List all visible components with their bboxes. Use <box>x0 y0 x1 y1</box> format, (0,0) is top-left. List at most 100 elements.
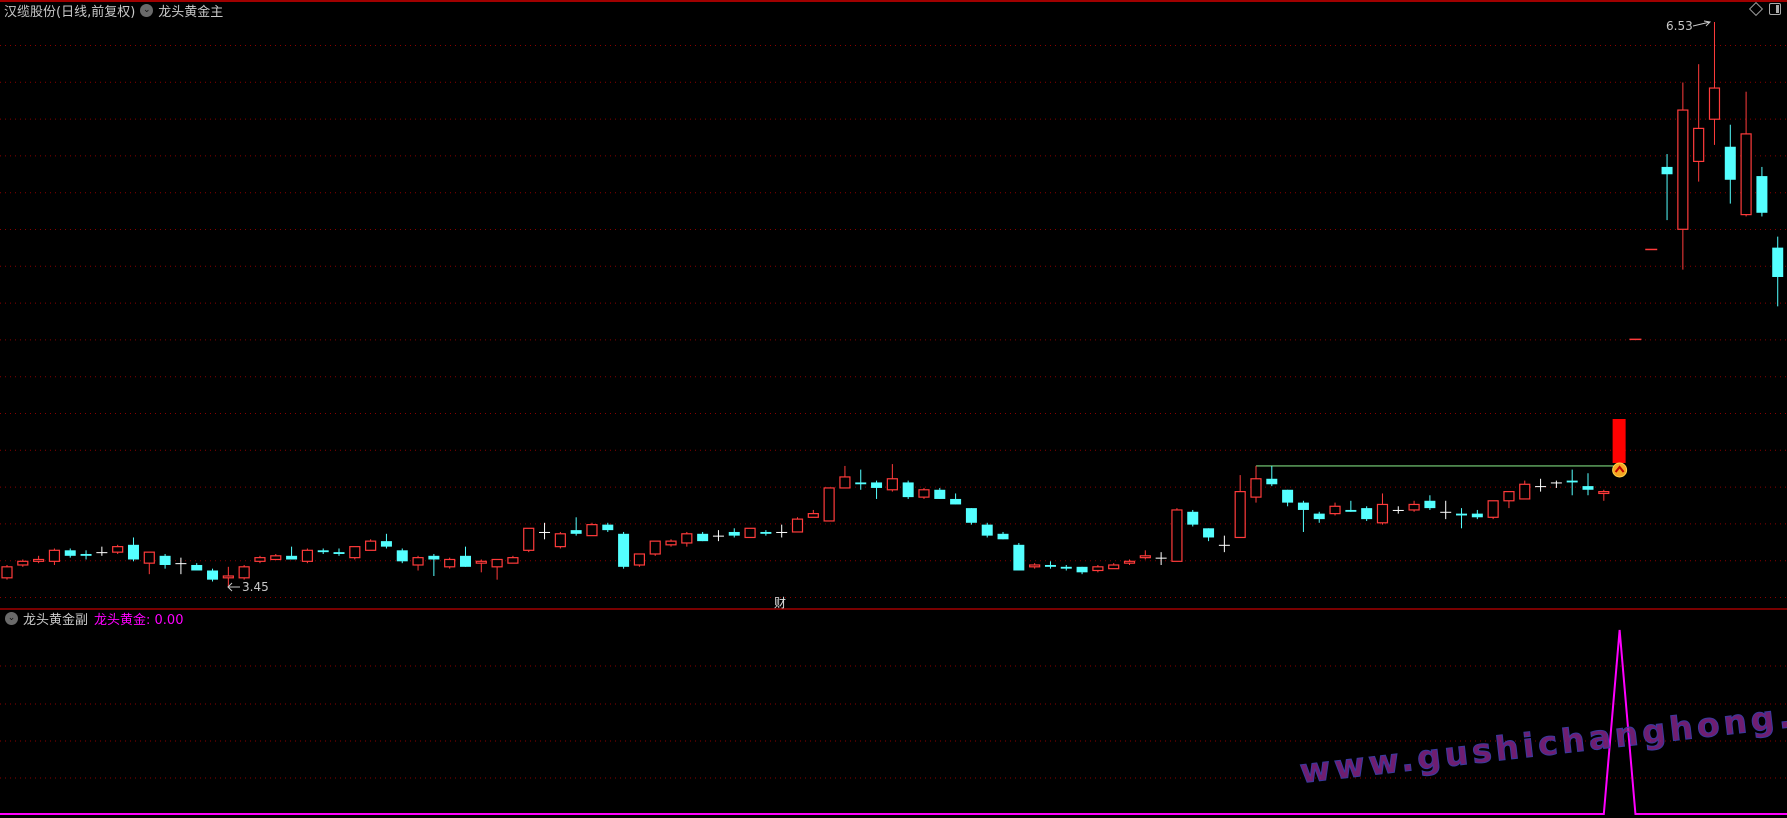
main-indicator-name[interactable]: 龙头黄金主 <box>158 4 224 20</box>
candle-body-up <box>1708 87 1721 120</box>
candle-body-down <box>855 482 867 485</box>
candle-body-up <box>918 489 930 498</box>
candle-body-up <box>1092 566 1104 572</box>
indicator-value: 龙头黄金: 0.00 <box>94 612 184 628</box>
indicator-line <box>0 629 1787 815</box>
stock-title: 汉缆股份(日线,前复权) <box>4 4 136 20</box>
chevron-down-circle-icon[interactable]: ⌄ <box>5 611 18 625</box>
candle-body-down <box>207 570 219 580</box>
panel-toggle-icon[interactable] <box>1769 3 1781 15</box>
candle-body-down <box>871 482 883 488</box>
candle-body-down <box>697 533 709 542</box>
candle-body-down <box>1772 247 1784 277</box>
candle-body-up <box>507 557 519 564</box>
candle-body-up <box>554 533 566 548</box>
candle-body-up <box>791 518 804 533</box>
candle-body-down <box>1203 528 1215 538</box>
candle-body-flat <box>96 552 108 554</box>
candle-body-down <box>428 555 440 560</box>
candle-body-up <box>649 540 661 555</box>
candle-body-up <box>1250 478 1262 498</box>
candle-body-up <box>1693 127 1705 163</box>
candle-body-down <box>380 541 392 547</box>
candle-body-down <box>159 555 171 565</box>
sub-indicator-name[interactable]: 龙头黄金副 <box>23 612 89 628</box>
candle-body-down <box>80 553 92 556</box>
candle-body-down <box>127 544 139 560</box>
candle-body-up <box>1408 503 1420 511</box>
candle-body-down <box>1566 480 1578 483</box>
panel-controls <box>1748 1 1781 17</box>
candle-body-down <box>997 533 1009 540</box>
candle-body-flat <box>1218 544 1230 546</box>
candle-body-up <box>1740 133 1752 216</box>
candle-body-down <box>981 524 993 536</box>
candle-body-down <box>934 489 946 499</box>
candle-body-up <box>744 527 756 539</box>
candle-body-up <box>1171 509 1183 562</box>
candle-body-flat <box>712 535 724 537</box>
candle-body-down <box>950 498 962 505</box>
candle-body-flat <box>1535 486 1547 488</box>
candle-body-up <box>270 555 282 561</box>
candle-body-up <box>1329 505 1341 515</box>
candle-body-up <box>301 549 313 562</box>
event-marker[interactable]: 财 <box>774 596 787 610</box>
candle-body-down <box>1060 566 1072 569</box>
candle-body-flat <box>776 531 788 533</box>
candle-body-up <box>1598 491 1610 495</box>
candle-body-down <box>1297 502 1309 510</box>
candle-body-down <box>1044 564 1056 567</box>
candle-body-up <box>1 566 13 579</box>
candle-body-down <box>760 531 772 534</box>
candle-body-down <box>902 482 914 498</box>
candle-body-up <box>1376 503 1389 524</box>
candle-body-up <box>1487 500 1499 518</box>
diamond-icon[interactable] <box>1748 1 1764 17</box>
candle-body-flat <box>1392 509 1404 511</box>
candle-body-flat <box>539 531 551 533</box>
candle-body-up <box>17 560 29 566</box>
chevron-down-circle-icon[interactable]: ⌄ <box>140 3 154 17</box>
candle-body-up <box>412 557 424 566</box>
candle-body-up <box>523 527 535 551</box>
candle-body-up <box>1108 564 1120 570</box>
candle-body-up <box>665 540 677 546</box>
candle-body-up <box>475 560 487 564</box>
signal-bar <box>1612 419 1626 463</box>
candle-body-down <box>64 550 76 556</box>
candle-body-flat <box>175 563 187 565</box>
candle-body-down <box>1187 511 1199 525</box>
candle-body-up <box>807 513 819 518</box>
candle-body-up <box>48 549 61 562</box>
candle-body-up <box>349 546 361 559</box>
candle-body-flat <box>1440 511 1452 513</box>
candle-body-up <box>1503 491 1515 502</box>
sub-panel-header: ⌄ 龙头黄金副 龙头黄金: 0.00 <box>0 608 183 628</box>
candle-body-up <box>143 551 155 564</box>
candle-body-down <box>191 564 203 571</box>
candle-body-down <box>286 555 298 560</box>
low-price-label: 3.45 <box>242 580 269 594</box>
candle-body-down <box>396 550 408 562</box>
candle-body-down <box>1724 146 1736 180</box>
candle-body-up <box>1519 483 1531 500</box>
candle-body-down <box>1266 478 1278 485</box>
candle-body-down <box>1013 544 1025 571</box>
candle-body-up <box>1123 560 1136 564</box>
candle-body-flat <box>1155 557 1167 559</box>
candle-body-up <box>1234 491 1246 539</box>
candle-body-down <box>1076 566 1088 573</box>
main-panel-header: 汉缆股份(日线,前复权) ⌄ 龙头黄金主 <box>4 0 223 20</box>
up-chevron-badge-icon <box>1612 462 1628 478</box>
candle-body-up <box>491 558 503 568</box>
candle-body-up <box>33 558 45 562</box>
candle-body-down <box>1471 513 1483 518</box>
candle-body-down <box>317 550 329 553</box>
candle-body-up <box>1029 564 1041 568</box>
candle-body-up <box>586 524 598 537</box>
candle-body-down <box>965 508 977 523</box>
candle-body-down <box>570 530 582 534</box>
candle-body-down <box>618 533 630 567</box>
